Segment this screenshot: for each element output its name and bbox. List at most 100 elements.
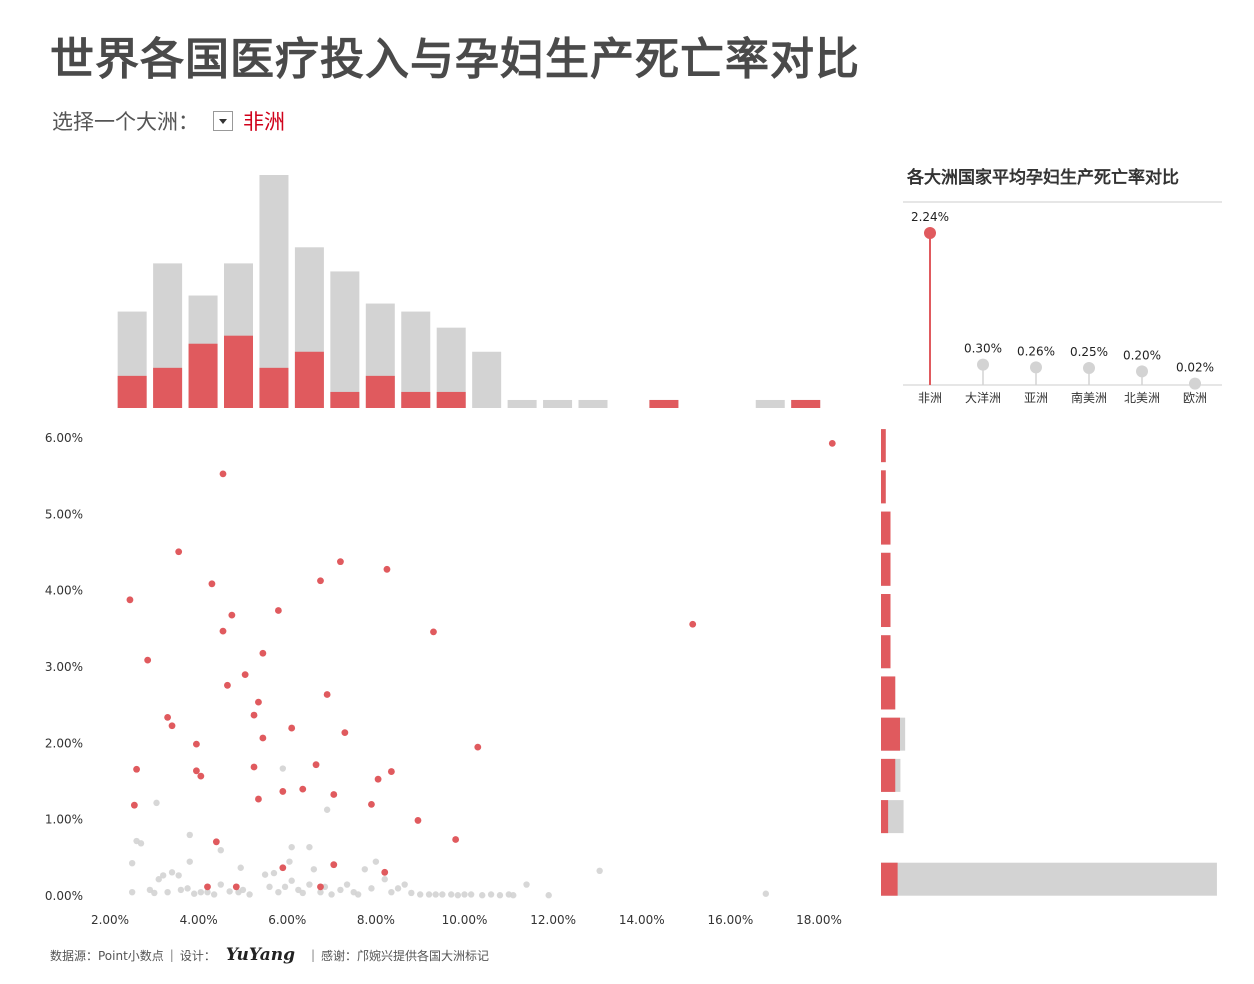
right-bar-highlight — [881, 862, 898, 896]
scatter-point-highlight — [414, 817, 422, 824]
scatter-point-highlight — [224, 681, 231, 689]
scatter-point-highlight — [259, 649, 267, 657]
lollipop-head — [1136, 365, 1148, 378]
scatter-point-highlight — [164, 713, 172, 721]
scatter-point-highlight — [133, 765, 140, 773]
histogram-bar-total — [472, 351, 502, 408]
scatter-point-highlight — [197, 772, 205, 780]
scatter-point-other — [343, 881, 351, 888]
scatter-point-other — [186, 858, 193, 865]
lollipop-category-label: 北美洲 — [1124, 391, 1160, 405]
lollipop-head — [1030, 361, 1042, 374]
scatter-point-other — [487, 891, 495, 898]
thanks-text: 感谢：邝婉兴提供各国大洲标记 — [321, 948, 490, 963]
scatter-point-other — [454, 892, 462, 899]
selected-continent[interactable]: 非洲 — [243, 110, 285, 134]
scatter-point-highlight — [341, 729, 349, 737]
right-bar-highlight — [881, 758, 896, 792]
scatter-point-highlight — [330, 791, 338, 798]
scatter-point-other — [288, 877, 295, 884]
scatter-point-highlight — [241, 671, 249, 679]
histogram-bar-total — [330, 271, 360, 408]
scatter-point-highlight — [193, 767, 200, 775]
scatter-point-other — [168, 869, 176, 876]
selector-label: 选择一个大洲： — [52, 110, 199, 134]
scatter-point-other — [388, 888, 395, 896]
dropdown-arrow-icon[interactable] — [213, 111, 233, 131]
scatter-point-other — [226, 888, 233, 895]
scatter-point-other — [545, 892, 552, 899]
scatter-point-other — [153, 799, 160, 807]
lollipop-value-label: 0.25% — [1070, 345, 1108, 359]
scatter-point-highlight — [219, 470, 227, 478]
scatter-point-other — [361, 866, 368, 873]
scatter-point-highlight — [368, 801, 375, 808]
right-bar-highlight — [881, 511, 891, 545]
scatter-point-highlight — [317, 883, 324, 891]
scatter-point-highlight — [323, 691, 331, 698]
scatter-point-other — [155, 876, 162, 883]
scatter-point-other — [299, 889, 306, 897]
lollipop-title: 各大洲国家平均孕妇生产死亡率对比 — [906, 167, 1179, 188]
y-tick-label: 4.00% — [45, 584, 83, 598]
scatter-point-highlight — [168, 722, 176, 730]
scatter-point-other — [306, 843, 313, 851]
scatter-point-other — [217, 847, 224, 854]
scatter-point-other — [381, 876, 388, 883]
histogram-bar-highlight — [294, 351, 324, 408]
lollipop-value-label: 0.26% — [1017, 344, 1055, 358]
lollipop-value-label: 0.20% — [1123, 348, 1161, 362]
lollipop-value-label: 0.02% — [1176, 361, 1214, 375]
scatter-point-highlight — [381, 868, 389, 876]
x-tick-label: 10.00% — [442, 913, 488, 927]
lollipop-category-label: 非洲 — [918, 391, 942, 405]
top-histogram — [117, 175, 821, 408]
continent-selector: 选择一个大洲： 非洲 — [52, 104, 285, 138]
scatter-point-highlight — [259, 734, 267, 742]
scatter-point-highlight — [228, 611, 236, 619]
scatter-point-highlight — [474, 743, 482, 751]
footer-separator: | — [310, 948, 316, 962]
scatter-point-other — [275, 888, 282, 896]
y-tick-label: 0.00% — [45, 889, 83, 903]
lollipop-category-label: 南美洲 — [1071, 390, 1107, 405]
histogram-bar-total — [578, 399, 608, 408]
lollipop-head — [924, 227, 936, 239]
histogram-bar-highlight — [365, 375, 395, 408]
scatter-point-other — [448, 891, 455, 898]
x-tick-label: 12.00% — [530, 913, 576, 927]
scatter-point-other — [432, 891, 439, 898]
histogram-bar-highlight — [791, 399, 821, 408]
histogram-bar-highlight — [401, 391, 431, 408]
scatter-point-other — [159, 872, 167, 879]
scatter-point-other — [210, 891, 218, 898]
lollipop-chart: 各大洲国家平均孕妇生产死亡率对比 2.24% 非洲 0.30% 大洋洲 0.26% 亚洲 0.… — [903, 167, 1222, 405]
scatter-point-other — [164, 888, 171, 896]
scatter-point-other — [239, 886, 247, 894]
lollipop-head — [977, 358, 989, 371]
y-tick-label: 3.00% — [45, 660, 83, 674]
scatter-point-highlight — [193, 740, 200, 748]
scatter-point-other — [184, 885, 191, 892]
scatter-point-other — [496, 892, 504, 899]
scatter-point-other — [467, 891, 475, 898]
scatter-point-highlight — [204, 883, 211, 891]
histogram-bar-highlight — [117, 375, 147, 408]
scatter-point-other — [246, 891, 253, 898]
scatter-point-other — [310, 866, 318, 873]
scatter-point-highlight — [208, 580, 216, 588]
scatter-point-other — [197, 888, 205, 896]
scatter-point-highlight — [175, 548, 183, 556]
histogram-bar-highlight — [153, 367, 183, 408]
x-tick-label: 2.00% — [91, 913, 129, 927]
scatter-point-highlight — [288, 724, 296, 732]
scatter-point-other — [281, 883, 289, 891]
histogram-bar-total — [755, 399, 785, 408]
scatter-point-other — [279, 765, 287, 772]
scatter-point-other — [762, 890, 770, 897]
histogram-bar-highlight — [224, 335, 254, 408]
scatter-point-other — [416, 891, 424, 898]
x-tick-label: 4.00% — [180, 913, 218, 927]
page-title: 世界各国医疗投入与孕妇生产死亡率对比 — [50, 34, 860, 85]
